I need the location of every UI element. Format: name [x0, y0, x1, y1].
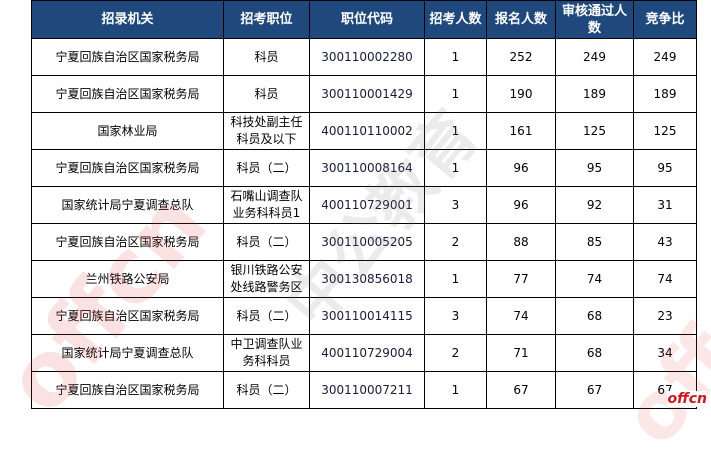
table-cell: 300110005205 [309, 223, 425, 261]
table-cell: 科员 [223, 75, 310, 113]
table-row: 宁夏回族自治区国家税务局 科员（二） 300110008164 1 96 95 95 [31, 149, 697, 187]
table-cell: 石嘴山调查队业务科科员1 [223, 186, 310, 224]
table-cell: 95 [555, 149, 634, 187]
table-cell: 1 [424, 260, 487, 298]
table-cell: 85 [555, 223, 634, 261]
table-row: 宁夏回族自治区国家税务局 科员 300110001429 1 190 189 189 [31, 75, 697, 113]
table-cell: 77 [486, 260, 556, 298]
table-cell: 1 [424, 149, 487, 187]
table-cell: 2 [424, 223, 487, 261]
table-cell: 74 [633, 260, 697, 298]
table-cell: 国家统计局宁夏调查总队 [31, 186, 224, 224]
table-cell: 1 [424, 38, 487, 76]
column-header: 招考人数 [424, 0, 487, 39]
table-cell: 2 [424, 334, 487, 372]
table-cell: 71 [486, 334, 556, 372]
table-cell: 125 [633, 112, 697, 150]
table-cell: 125 [555, 112, 634, 150]
table-row: 国家林业局 科技处副主任科员及以下 400110110002 1 161 125 125 [31, 112, 697, 150]
table-cell: 中卫调查队业务科科员 [223, 334, 310, 372]
offcn-logo: offcn [667, 391, 707, 407]
table-cell: 68 [555, 297, 634, 335]
table-row: 国家统计局宁夏调查总队 石嘴山调查队业务科科员1 400110729001 3 96 92… [31, 186, 697, 224]
table-cell: 43 [633, 223, 697, 261]
table-cell: 23 [633, 297, 697, 335]
table-cell: 兰州铁路公安局 [31, 260, 224, 298]
column-header: 报名人数 [486, 0, 556, 39]
table-cell: 300110007211 [309, 371, 425, 409]
table-cell: 科技处副主任科员及以下 [223, 112, 310, 150]
table-cell: 1 [424, 371, 487, 409]
table-cell: 34 [633, 334, 697, 372]
table-cell: 189 [633, 75, 697, 113]
table-cell: 300110002280 [309, 38, 425, 76]
table-row: 兰州铁路公安局 银川铁路公安处线路警务区 300130856018 1 77 74 74 [31, 260, 697, 298]
table-cell: 宁夏回族自治区国家税务局 [31, 149, 224, 187]
table-cell: 1 [424, 75, 487, 113]
table-cell: 400110729004 [309, 334, 425, 372]
table-cell: 科员（二） [223, 297, 310, 335]
table-cell: 300110008164 [309, 149, 425, 187]
table-cell: 300110014115 [309, 297, 425, 335]
table-cell: 1 [424, 112, 487, 150]
table-cell: 科员（二） [223, 371, 310, 409]
table-row: 宁夏回族自治区国家税务局 科员（二） 300110007211 1 67 67 67 [31, 371, 697, 409]
recruitment-table: 招录机关 招考职位 职位代码 招考人数 报名人数 审核通过人数 竞争比 宁夏回族自治区国家税… [31, 0, 697, 409]
table-cell: 科员（二） [223, 223, 310, 261]
table-cell: 300130856018 [309, 260, 425, 298]
table-cell: 宁夏回族自治区国家税务局 [31, 223, 224, 261]
table-cell: 宁夏回族自治区国家税务局 [31, 75, 224, 113]
table-cell: 68 [555, 334, 634, 372]
table-cell: 74 [486, 297, 556, 335]
table-cell: 252 [486, 38, 556, 76]
table-cell: 96 [486, 149, 556, 187]
table-cell: 宁夏回族自治区国家税务局 [31, 38, 224, 76]
table-cell: 88 [486, 223, 556, 261]
table-cell: 95 [633, 149, 697, 187]
table-cell: 3 [424, 186, 487, 224]
table-cell: 300110001429 [309, 75, 425, 113]
table-cell: 400110110002 [309, 112, 425, 150]
table-cell: 宁夏回族自治区国家税务局 [31, 297, 224, 335]
column-header: 竞争比 [633, 0, 697, 39]
table-row: 宁夏回族自治区国家税务局 科员 300110002280 1 252 249 249 [31, 38, 697, 76]
table-cell: 67 [486, 371, 556, 409]
column-header: 招考职位 [223, 0, 310, 39]
table-cell: 31 [633, 186, 697, 224]
table-row: 宁夏回族自治区国家税务局 科员（二） 300110014115 3 74 68 23 [31, 297, 697, 335]
column-header: 招录机关 [31, 0, 224, 39]
table-cell: 249 [555, 38, 634, 76]
table-cell: 银川铁路公安处线路警务区 [223, 260, 310, 298]
table-cell: 74 [555, 260, 634, 298]
table-cell: 189 [555, 75, 634, 113]
table-row: 宁夏回族自治区国家税务局 科员（二） 300110005205 2 88 85 43 [31, 223, 697, 261]
table-cell: 国家林业局 [31, 112, 224, 150]
table-cell: 161 [486, 112, 556, 150]
table-cell: 国家统计局宁夏调查总队 [31, 334, 224, 372]
table-cell: 92 [555, 186, 634, 224]
header-row: 招录机关 招考职位 职位代码 招考人数 报名人数 审核通过人数 竞争比 [31, 0, 697, 39]
table-cell: 96 [486, 186, 556, 224]
table-cell: 宁夏回族自治区国家税务局 [31, 371, 224, 409]
table-cell: 67 [555, 371, 634, 409]
table-cell: 190 [486, 75, 556, 113]
table-cell: 3 [424, 297, 487, 335]
table-cell: 科员 [223, 38, 310, 76]
table-cell: 400110729001 [309, 186, 425, 224]
table-row: 国家统计局宁夏调查总队 中卫调查队业务科科员 400110729004 2 71 68 34 [31, 334, 697, 372]
table-cell: 249 [633, 38, 697, 76]
column-header: 审核通过人数 [555, 0, 634, 39]
table-cell: 科员（二） [223, 149, 310, 187]
column-header: 职位代码 [309, 0, 425, 39]
